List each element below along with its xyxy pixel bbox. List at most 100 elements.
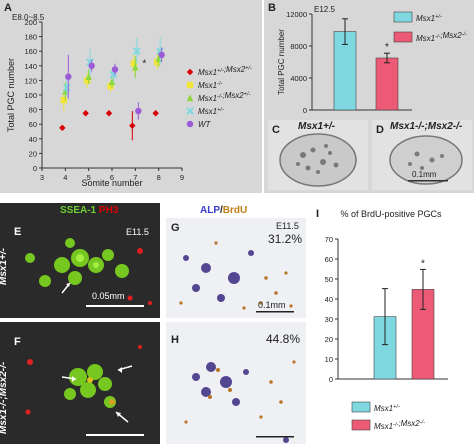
x-tick-label-a: 7 — [133, 173, 137, 182]
panel-letter-i: I — [316, 208, 319, 220]
point-a — [132, 63, 139, 71]
significance-star-a: * — [142, 59, 146, 70]
chart-a: E8.0~8.5 0 20 40 60 80 100 120 140 160 180 200 3 4 5 6 7… — [6, 13, 252, 188]
legend-marker-a — [186, 120, 194, 128]
point-a — [60, 96, 68, 104]
y-tick-label-b: 4000 — [290, 74, 307, 83]
stain-ssea1: SSEA-1 — [60, 205, 97, 216]
legend-marker-a — [186, 81, 194, 89]
percent-h: 44.8% — [266, 332, 301, 346]
y-tick-label-i: 70 — [325, 235, 333, 244]
panel-a: A E8.0~8.5 0 20 40 60 80 100 120 140 160 180 200 3 4 5… — [0, 0, 262, 193]
legend-label-a: Msx1-/-;Msx2+/- — [198, 91, 251, 103]
y-tick-label-a: 160 — [24, 47, 37, 56]
point-a — [88, 62, 95, 69]
x-tick-label-a: 6 — [110, 173, 114, 182]
point-a — [85, 73, 92, 80]
legend-swatch-b — [393, 11, 413, 23]
point-a — [107, 83, 114, 90]
row-separator — [0, 193, 474, 203]
micrograph-c-title: Msx1+/- — [298, 121, 335, 132]
y-tick-label-i: 20 — [325, 335, 333, 344]
panel-i: % of BrdU-positive PGCs 0 10 20 30 40 50 60 70 * I… — [308, 203, 474, 444]
point-a — [82, 110, 89, 117]
row-label-f: Msx1-/-;Msx2-/- — [0, 361, 9, 434]
y-tick-label-a: 180 — [24, 33, 37, 42]
stain-title-ef: SSEA-1/PH3 — [60, 205, 118, 216]
y-tick-label-i: 40 — [325, 295, 333, 304]
y-tick-label-a: 200 — [24, 18, 37, 27]
micrograph-d-title: Msx1-/-;Msx2-/- — [390, 121, 463, 132]
micrograph-d: D Msx1-/-;Msx2-/- 0.1mm — [372, 120, 472, 190]
panel-letter-e: E — [14, 226, 22, 238]
point-a — [132, 47, 141, 56]
stain-ph3: PH3 — [98, 205, 119, 216]
x-tick-label-a: 8 — [157, 173, 161, 182]
y-tick-label-i: 10 — [325, 355, 333, 364]
point-a — [59, 124, 66, 132]
y-tick-label-i: 50 — [325, 275, 333, 284]
micrograph-e: E E11.5 Msx1+/- 0.05mm — [0, 203, 160, 318]
significance-star-b: * — [385, 42, 389, 53]
micrograph-f: F Msx1-/-;Msx2-/- — [0, 322, 160, 444]
y-tick-label-b: 8000 — [290, 42, 307, 51]
stage-label-a: E8.0~8.5 — [12, 13, 45, 22]
y-tick-label-a: 20 — [29, 149, 37, 158]
point-a — [83, 77, 91, 84]
y-tick-label-a: 140 — [24, 62, 37, 71]
legend-label-a: WT — [198, 120, 212, 129]
y-tick-label-a: 80 — [29, 106, 37, 115]
scalebar-e — [86, 305, 144, 307]
scalebar-f — [86, 434, 144, 436]
y-tick-label-a: 0 — [33, 164, 37, 173]
stage-label-g: E11.5 — [276, 221, 299, 231]
point-a — [105, 110, 113, 117]
point-a — [158, 51, 165, 59]
chart-i: % of BrdU-positive PGCs 0 10 20 30 40 50 60 70 * I… — [316, 208, 448, 431]
scale-label-e: 0.05mm — [92, 291, 125, 301]
y-tick-label-a: 120 — [24, 76, 37, 85]
legend-swatch-i — [351, 419, 371, 431]
y-axis-label-b: Total PGC number — [277, 29, 286, 95]
legend-label-i: Msx1-/-;Msx2-/- — [374, 419, 425, 431]
y-tick-label-b: 0 — [303, 106, 307, 115]
point-a — [135, 107, 142, 115]
point-a — [111, 66, 119, 73]
point-a — [65, 73, 72, 80]
scale-label-d: 0.1mm — [412, 170, 437, 179]
bar-b — [375, 57, 399, 111]
y-tick-label-i: 30 — [325, 315, 333, 324]
y-axis-label-a: Total PGC number — [6, 58, 16, 132]
panel-letter-f: F — [14, 336, 21, 348]
gonad-drawing-d — [389, 135, 463, 185]
stain-sep-gh: / — [220, 205, 223, 216]
legend-swatch-i — [351, 401, 371, 413]
panel-letter-d: D — [376, 124, 384, 136]
x-tick-label-a: 4 — [63, 173, 67, 182]
chart-title-i: % of BrdU-positive PGCs — [340, 209, 442, 219]
legend-marker-a — [186, 94, 194, 102]
y-tick-label-i: 60 — [325, 255, 333, 264]
x-tick-label-a: 9 — [180, 173, 184, 182]
legend-label-a: Msx1+/-;Msx2+/- — [198, 65, 252, 77]
x-axis-label-a: Somite number — [81, 178, 142, 188]
point-a — [152, 110, 159, 117]
fluorescence-f — [25, 345, 142, 423]
point-a — [108, 78, 116, 86]
y-tick-label-b: 12000 — [286, 10, 307, 19]
legend-label-b: Msx1+/- — [416, 14, 442, 23]
stain-sep-ef: / — [96, 205, 99, 216]
gonad-drawing-c — [279, 133, 357, 187]
stage-label-b: E12.5 — [314, 5, 335, 14]
y-tick-label-i: 0 — [329, 375, 333, 384]
row-label-e: Msx1+/- — [0, 248, 9, 285]
significance-star-i: * — [421, 258, 425, 269]
panel-letter-b: B — [268, 2, 276, 14]
legend-label-b: Msx1-/-;Msx2-/- — [416, 31, 467, 43]
point-a — [130, 60, 138, 67]
point-a — [129, 122, 136, 129]
panel-letter-c: C — [272, 124, 280, 136]
point-a — [153, 58, 161, 66]
x-tick-label-a: 5 — [87, 173, 91, 182]
percent-g: 31.2% — [268, 232, 303, 246]
